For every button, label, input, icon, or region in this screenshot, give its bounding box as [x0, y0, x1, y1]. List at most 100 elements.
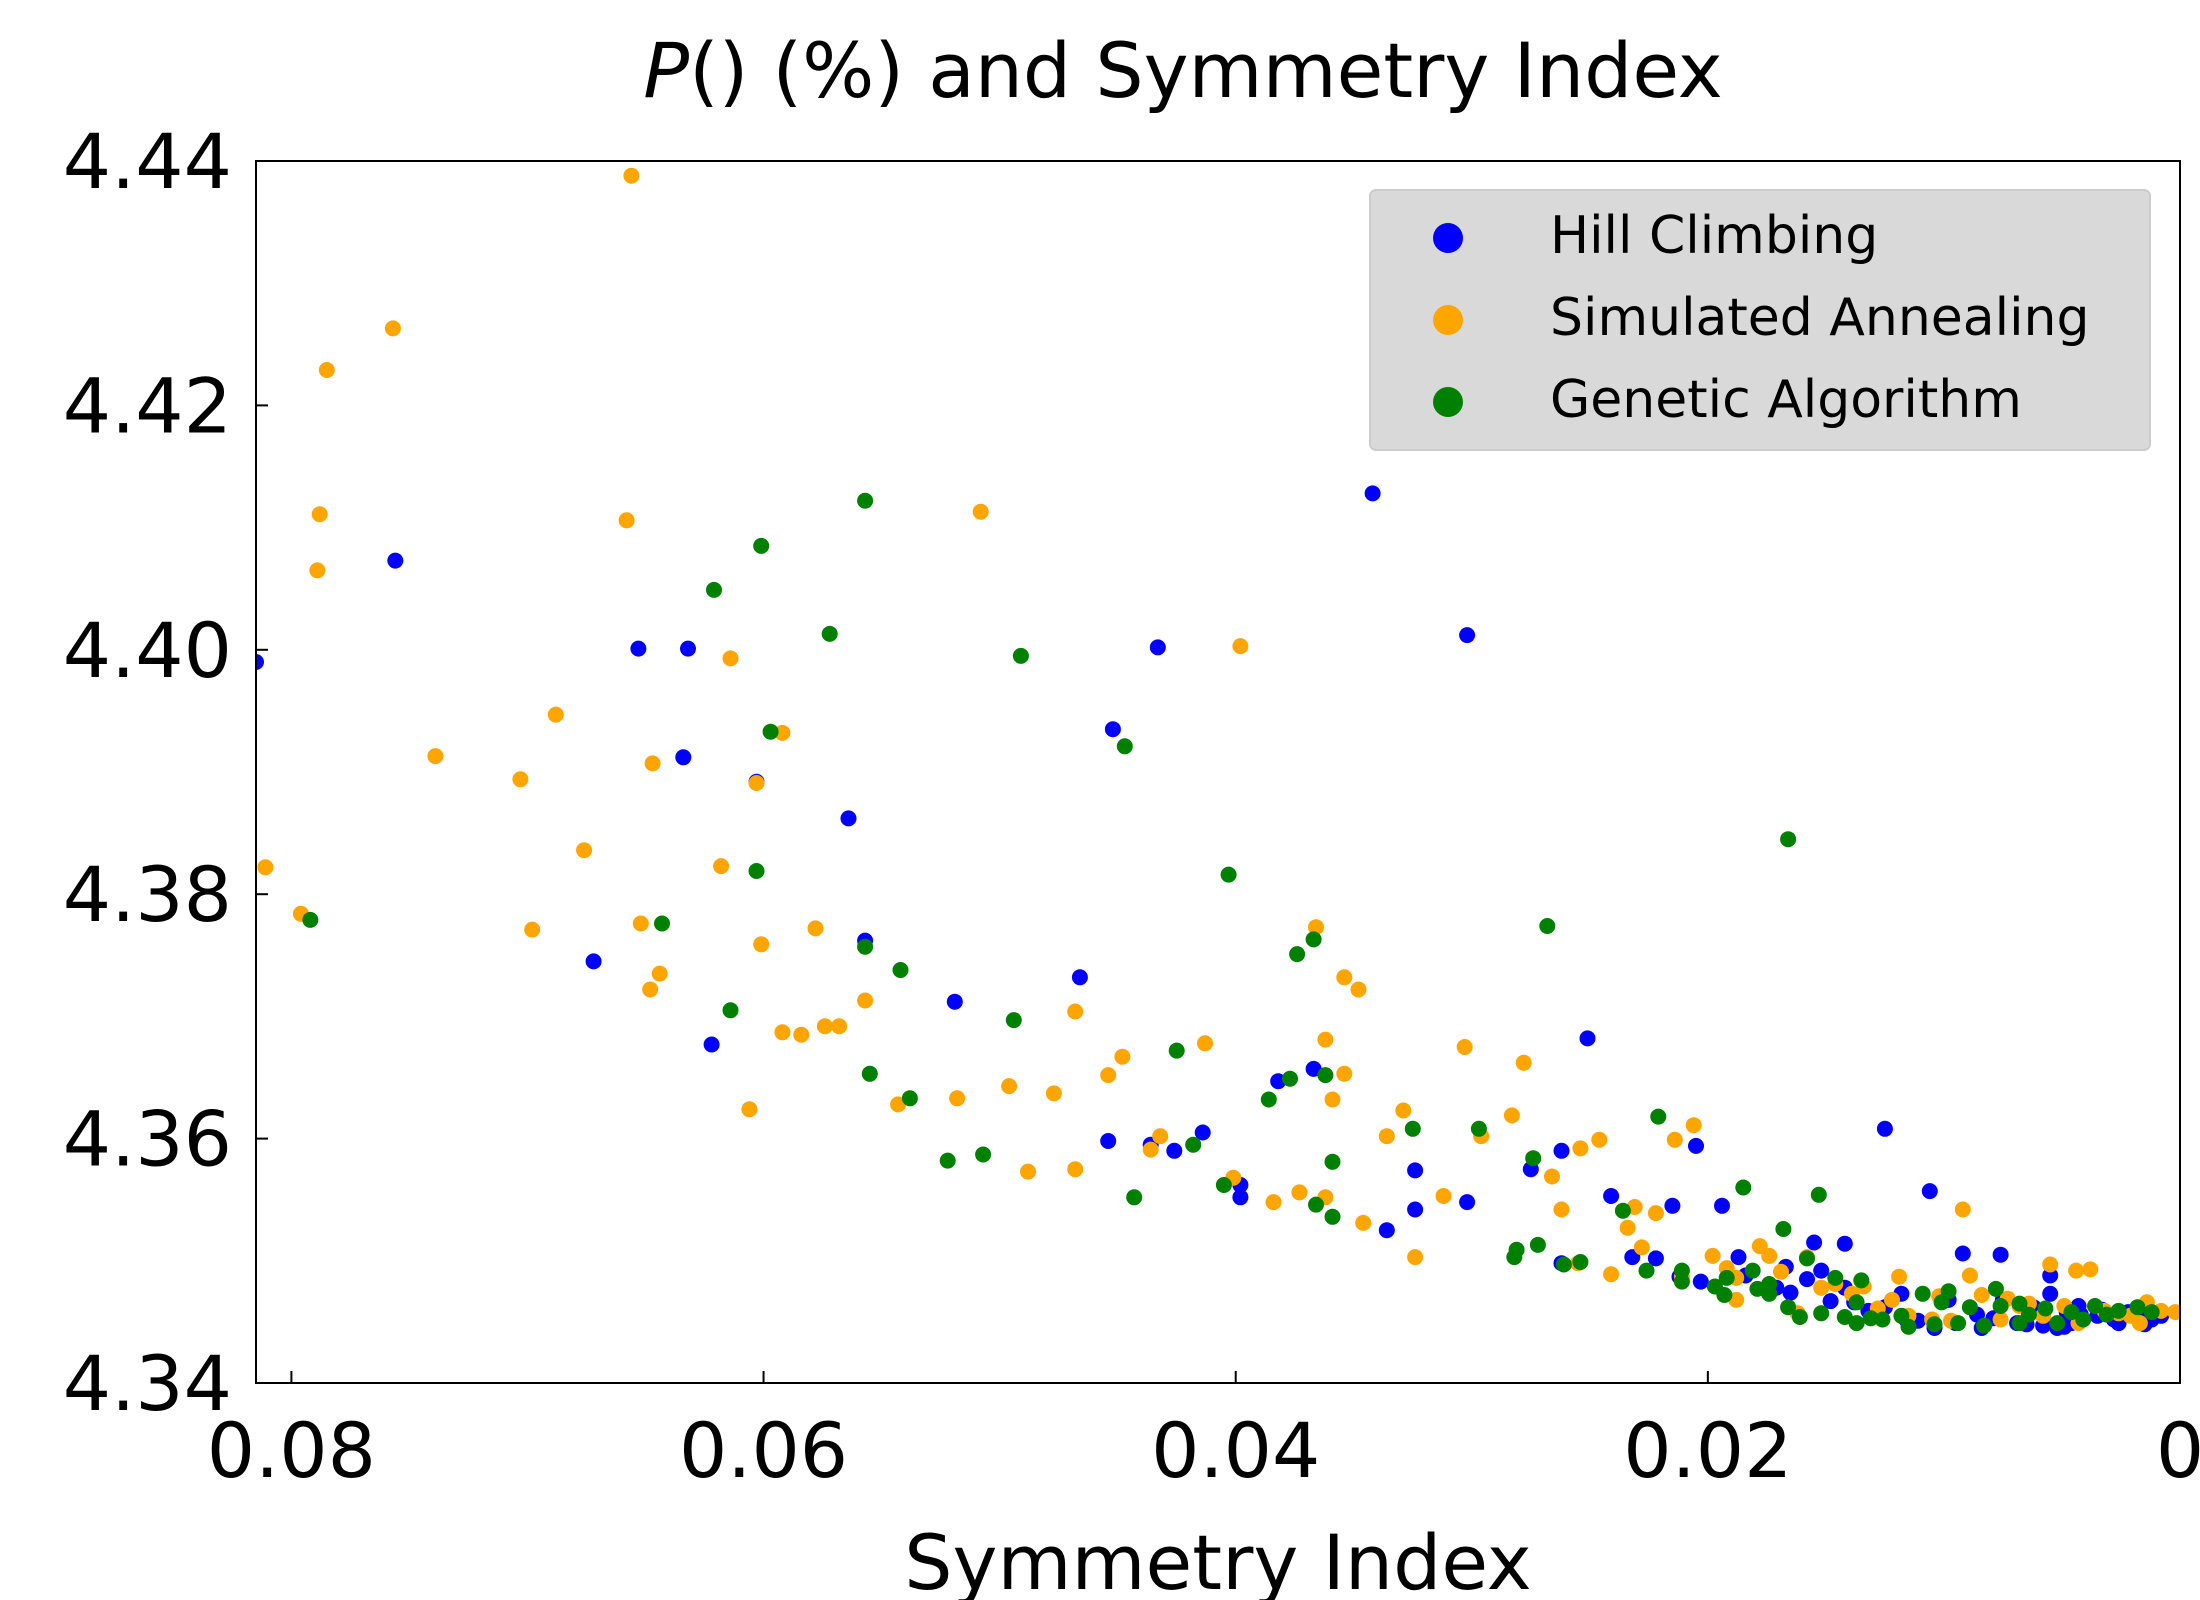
data-point-hill-climbing [1822, 1293, 1839, 1310]
data-point-genetic-algorithm [1761, 1285, 1778, 1302]
data-point-genetic-algorithm [1525, 1150, 1542, 1167]
data-point-genetic-algorithm [892, 962, 909, 978]
data-point-simulated-annealing [1973, 1287, 1990, 1303]
plot-frame [255, 160, 2181, 1384]
data-point-simulated-annealing [1884, 1291, 1900, 1308]
data-point-hill-climbing [1407, 1162, 1424, 1179]
data-point-genetic-algorithm [1005, 1012, 1022, 1029]
data-point-hill-climbing [1806, 1234, 1823, 1251]
chart-title: P() (%) and Symmetry Index [643, 26, 1723, 115]
data-point-genetic-algorithm [753, 537, 770, 554]
data-point-genetic-algorithm [2049, 1315, 2066, 1332]
data-point-genetic-algorithm [2075, 1311, 2092, 1328]
data-point-genetic-algorithm [1614, 1202, 1631, 1219]
data-point-simulated-annealing [1761, 1247, 1778, 1264]
data-point-simulated-annealing [1553, 1201, 1570, 1218]
data-point-simulated-annealing [1067, 1003, 1084, 1020]
data-point-simulated-annealing [1685, 1117, 1702, 1134]
data-point-genetic-algorithm [861, 1065, 878, 1082]
data-point-genetic-algorithm [1305, 931, 1322, 948]
data-point-simulated-annealing [1350, 981, 1367, 998]
x-axis-label: Symmetry Index [904, 1518, 1531, 1600]
data-point-genetic-algorithm [2011, 1295, 2028, 1312]
data-point-simulated-annealing [623, 167, 640, 184]
data-point-hill-climbing [1730, 1249, 1747, 1266]
data-point-simulated-annealing [1291, 1184, 1308, 1201]
legend-label-hill-climbing: Hill Climbing [1550, 206, 1878, 266]
x-tick-label: 0 [2156, 1406, 2200, 1495]
y-tick-label: 4.40 [63, 606, 232, 695]
data-point-genetic-algorithm [1827, 1269, 1844, 1286]
data-point-simulated-annealing [1666, 1131, 1683, 1148]
data-point-simulated-annealing [1020, 1163, 1036, 1180]
data-point-genetic-algorithm [1470, 1120, 1487, 1137]
y-tick-label: 4.38 [63, 850, 232, 939]
data-point-genetic-algorithm [1987, 1280, 2004, 1297]
data-point-hill-climbing [2042, 1285, 2059, 1302]
data-point-genetic-algorithm [1836, 1309, 1853, 1325]
data-point-simulated-annealing [748, 775, 765, 791]
data-point-genetic-algorithm [1116, 738, 1133, 755]
legend-label-genetic-algorithm: Genetic Algorithm [1550, 370, 2022, 430]
data-point-hill-climbing [1553, 1142, 1570, 1159]
legend-label-simulated-annealing: Simulated Annealing [1550, 288, 2090, 348]
chart-title-prefix: P [643, 26, 689, 115]
x-tick-label: 0.04 [1151, 1406, 1320, 1495]
data-point-genetic-algorithm [1012, 647, 1029, 664]
data-point-simulated-annealing [949, 1090, 966, 1107]
data-point-simulated-annealing [1813, 1279, 1830, 1296]
data-point-genetic-algorithm [821, 625, 838, 642]
data-point-hill-climbing [1688, 1137, 1704, 1154]
data-point-simulated-annealing [1114, 1048, 1131, 1065]
data-point-hill-climbing [1836, 1235, 1853, 1252]
data-point-hill-climbing [1459, 1194, 1476, 1211]
data-point-simulated-annealing [644, 755, 661, 772]
data-point-simulated-annealing [1045, 1085, 1062, 1102]
chart-title-suffix: () (%) and Symmetry Index [689, 26, 1723, 115]
data-point-simulated-annealing [1355, 1214, 1372, 1231]
data-point-genetic-algorithm [1324, 1208, 1341, 1225]
data-point-simulated-annealing [547, 706, 564, 723]
data-point-hill-climbing [1603, 1188, 1620, 1204]
data-point-simulated-annealing [2082, 1261, 2099, 1278]
data-point-simulated-annealing [651, 965, 668, 982]
data-point-genetic-algorithm [2037, 1300, 2054, 1317]
data-point-genetic-algorithm [1215, 1177, 1232, 1193]
data-point-genetic-algorithm [1950, 1315, 1967, 1332]
data-point-hill-climbing [946, 993, 963, 1010]
data-point-simulated-annealing [831, 1018, 848, 1035]
data-point-genetic-algorithm [1914, 1285, 1931, 1302]
x-tick-label: 0.02 [1623, 1406, 1792, 1495]
data-point-hill-climbing [1954, 1245, 1971, 1262]
data-point-hill-climbing [1194, 1124, 1211, 1141]
data-point-genetic-algorithm [2143, 1304, 2160, 1321]
legend-marker-hill-climbing [1433, 223, 1463, 253]
data-point-simulated-annealing [1232, 638, 1249, 655]
data-point-genetic-algorithm [748, 863, 765, 879]
legend-marker-genetic-algorithm [1433, 387, 1463, 417]
data-point-simulated-annealing [1456, 1039, 1473, 1055]
data-point-hill-climbing [1782, 1284, 1799, 1301]
data-point-hill-climbing [2042, 1267, 2059, 1284]
data-point-hill-climbing [630, 640, 647, 657]
data-point-genetic-algorithm [1874, 1311, 1891, 1328]
data-point-genetic-algorithm [1508, 1241, 1525, 1258]
data-point-hill-climbing [1407, 1201, 1424, 1218]
data-point-hill-climbing [840, 810, 857, 827]
data-point-hill-climbing [1364, 485, 1381, 502]
data-point-genetic-algorithm [1900, 1318, 1917, 1335]
data-point-genetic-algorithm [1282, 1070, 1298, 1087]
data-point-hill-climbing [585, 953, 602, 970]
data-point-genetic-algorithm [1926, 1316, 1943, 1333]
data-point-simulated-annealing [753, 936, 770, 953]
data-point-genetic-algorithm [857, 938, 874, 955]
data-point-hill-climbing [1104, 721, 1121, 738]
data-point-genetic-algorithm [2087, 1298, 2103, 1314]
data-point-simulated-annealing [1152, 1128, 1169, 1145]
data-point-simulated-annealing [1544, 1168, 1560, 1185]
legend-box [1369, 189, 2151, 451]
data-point-hill-climbing [1876, 1120, 1893, 1137]
data-point-genetic-algorithm [1572, 1254, 1589, 1270]
data-point-simulated-annealing [1704, 1247, 1721, 1264]
data-point-hill-climbing [256, 654, 264, 670]
